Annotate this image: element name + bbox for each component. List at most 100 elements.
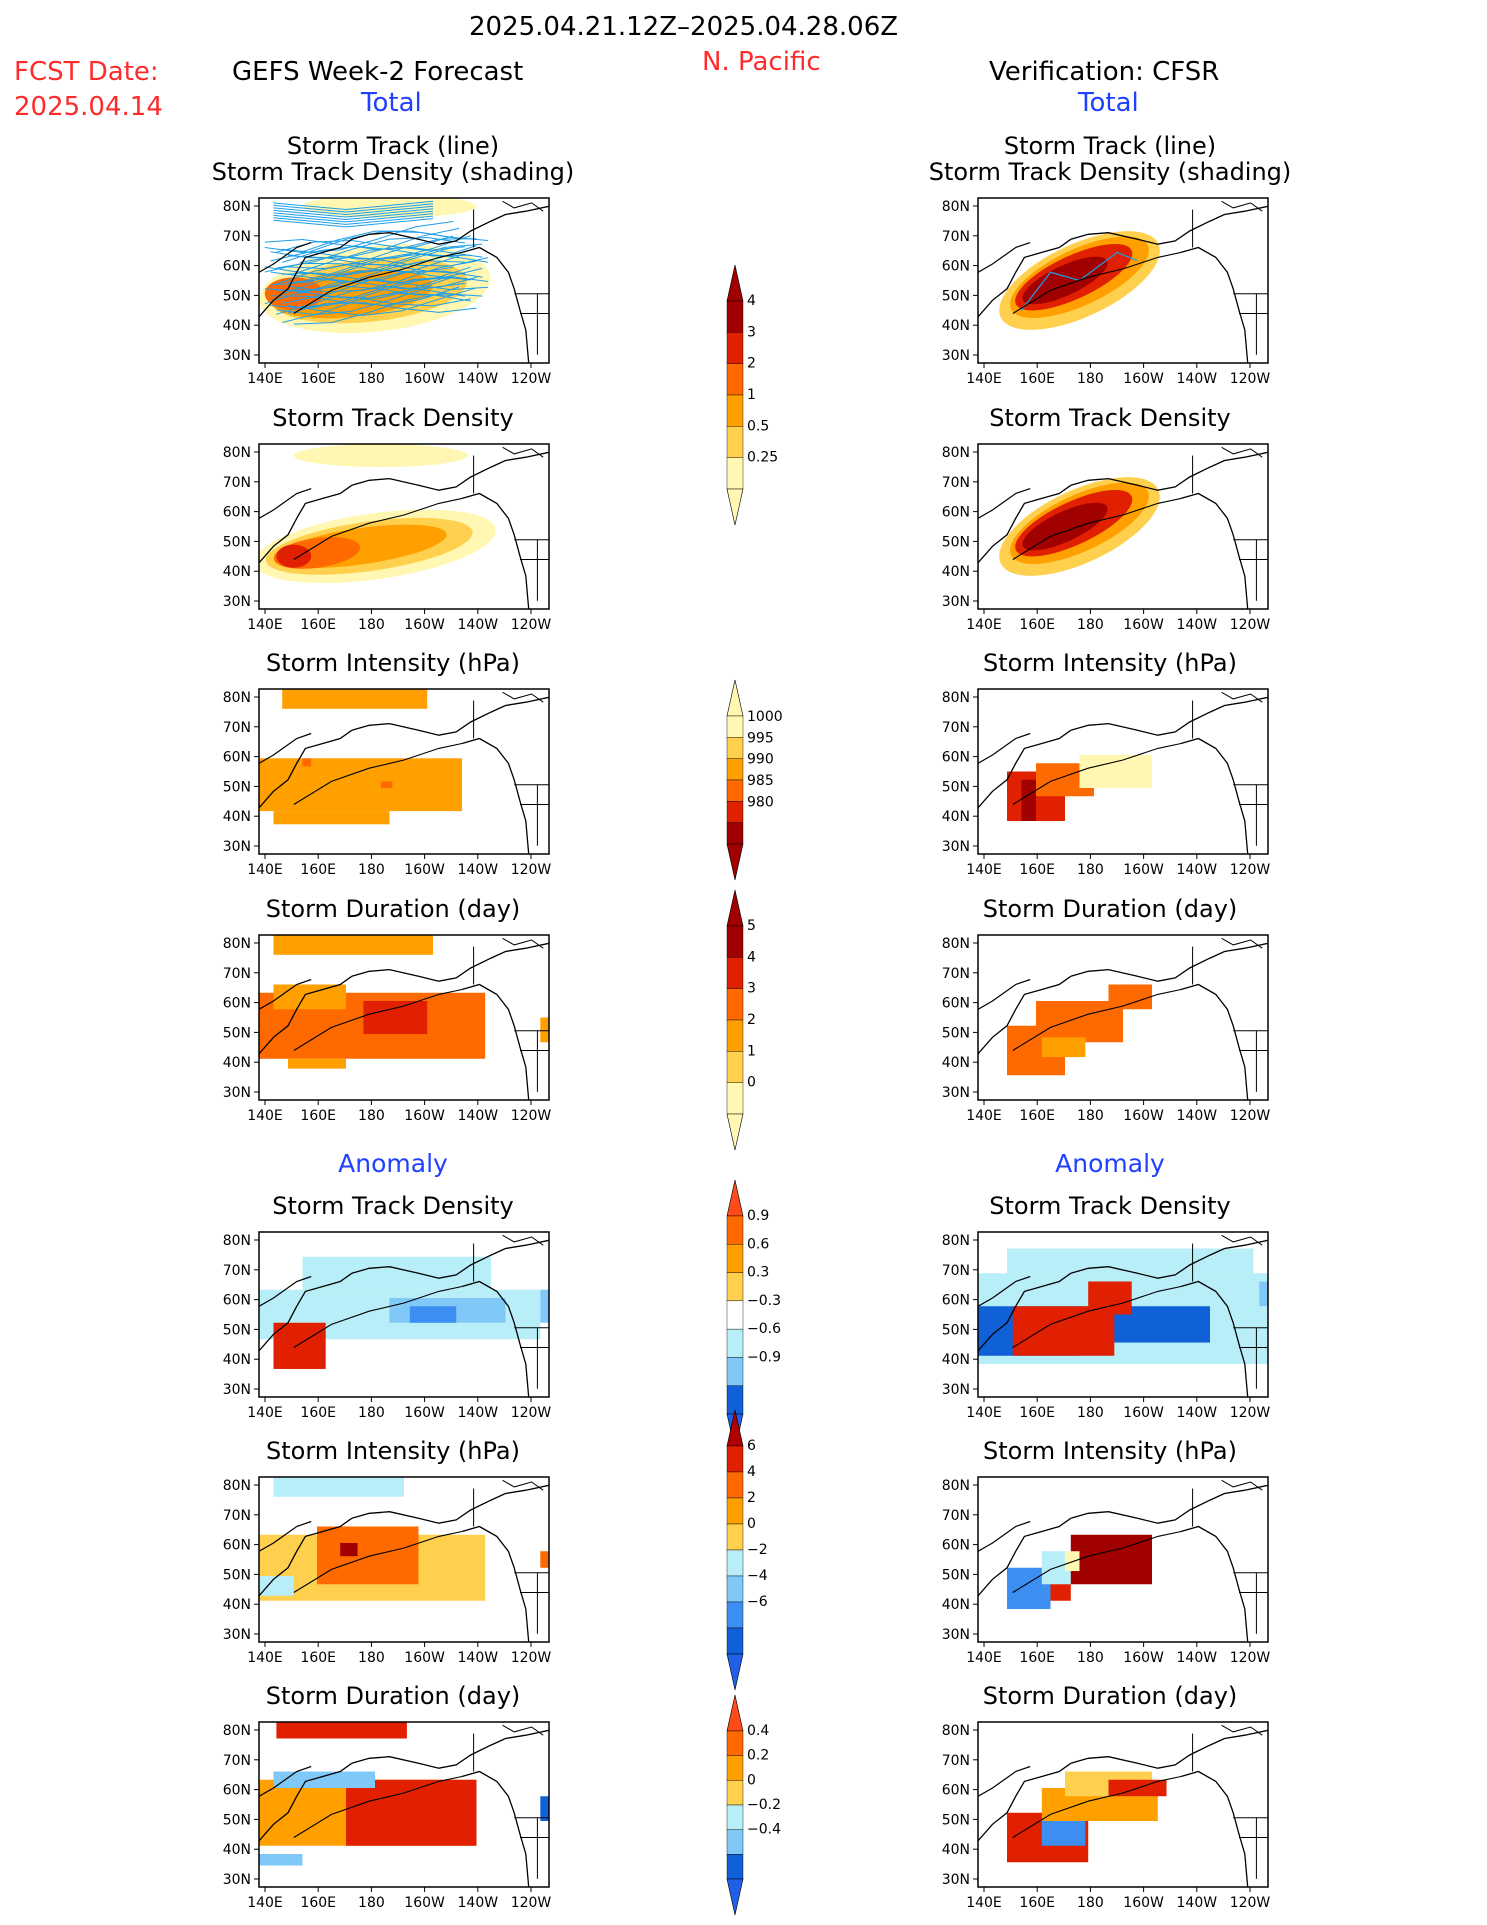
x-tick-label: 160W: [1123, 617, 1164, 633]
colorbar-segment: [726, 457, 744, 490]
coastline: [1180, 1770, 1249, 1887]
y-tick-label: 50N: [942, 1025, 970, 1041]
colorbar-tip-top: [726, 1694, 744, 1732]
y-tick-label: 60N: [223, 505, 251, 521]
coastline: [259, 1520, 312, 1552]
storm-track-line: [270, 255, 460, 283]
panel-title-track-line-left: Storm Track (line): [286, 132, 500, 160]
colorbar-segment: [726, 1051, 744, 1083]
shade-cell: [288, 1058, 346, 1069]
x-tick-label: 120W: [1230, 1108, 1271, 1124]
coastline: [502, 446, 544, 458]
x-tick-label: 160E: [300, 862, 336, 878]
y-tick-label: 30N: [942, 1872, 970, 1888]
colorbar-tip-bottom: [726, 1653, 744, 1691]
y-tick-label: 70N: [942, 1508, 970, 1524]
y-tick-label: 60N: [942, 259, 970, 275]
shade-cell: [540, 1017, 549, 1043]
y-tick-label: 80N: [942, 1478, 970, 1494]
shade-cell: [273, 1477, 404, 1497]
colorbar-label: −0.2: [747, 1797, 781, 1813]
coastline: [1221, 446, 1263, 458]
x-tick-label: 120W: [511, 1650, 552, 1666]
colorbar-label: 0.6: [747, 1236, 769, 1252]
y-tick-label: 30N: [223, 1872, 251, 1888]
aleutian-chain: [1012, 1775, 1182, 1838]
storm-track-line: [287, 287, 477, 316]
colorbar-tip-top: [726, 1179, 744, 1217]
map-frame: [977, 1721, 1269, 1888]
x-tick-label: 160E: [300, 1895, 336, 1911]
x-tick-label: 160W: [404, 371, 445, 387]
coastline: [1070, 942, 1268, 982]
panel-title-duration-right: Storm Duration (day): [982, 895, 1238, 923]
y-tick-label: 80N: [223, 1723, 251, 1739]
panel-title-duration-left: Storm Duration (day): [265, 895, 521, 923]
y-tick-label: 30N: [942, 839, 970, 855]
panel-title-anom-duration-right: Storm Duration (day): [982, 1682, 1238, 1710]
colorbar-label: 2: [747, 1490, 756, 1506]
colorbar-segment: [726, 1755, 744, 1781]
panel-title-track-shading-right: Storm Track Density (shading): [928, 158, 1292, 186]
colorbar-segment: [726, 801, 744, 823]
colorbar-segment: [726, 758, 744, 781]
map-frame: [977, 197, 1269, 364]
y-tick-label: 40N: [942, 1842, 970, 1858]
coastline: [1070, 1484, 1268, 1524]
coastline: [259, 1272, 353, 1352]
storm-track-line: [273, 205, 434, 216]
x-tick-label: 120W: [511, 1895, 552, 1911]
x-tick-label: 140W: [458, 617, 499, 633]
colorbar-label: 980: [747, 794, 774, 810]
coastline: [461, 1280, 530, 1397]
colorbar-label: 0: [747, 1075, 756, 1091]
y-tick-label: 30N: [223, 1382, 251, 1398]
colorbar-label: 4: [747, 949, 756, 965]
colorbar-label: 4: [747, 293, 756, 309]
shade-cell: [363, 1001, 428, 1034]
shade-cell: [317, 1526, 419, 1585]
y-tick-label: 60N: [223, 1538, 251, 1554]
colorbar-segment: [726, 1357, 744, 1386]
colorbar-segment: [726, 1575, 744, 1603]
colorbar-segment: [726, 332, 744, 364]
colorbar-label: 1: [747, 387, 756, 403]
map-frame: [258, 1721, 550, 1888]
storm-track-line: [264, 221, 454, 254]
panel-title-anom-duration-left: Storm Duration (day): [265, 1682, 521, 1710]
fcst-label: FCST Date:: [14, 57, 159, 87]
storm-track-line: [282, 292, 471, 323]
y-tick-label: 50N: [942, 534, 970, 550]
x-tick-label: 160W: [1123, 1405, 1164, 1421]
colorbar-segment: [726, 1471, 744, 1499]
colorbar-label: −2: [747, 1542, 768, 1558]
map-panel-verification-total-intensity: 80N 70N 60N 50N 40N 30N 140E 160E 180 160W 140W 120…: [942, 688, 1270, 878]
y-tick-label: 80N: [942, 199, 970, 215]
colorbar-label: 985: [747, 773, 774, 789]
map-frame: [977, 934, 1269, 1101]
y-tick-label: 60N: [942, 1293, 970, 1309]
map-panel-verification-total-duration: 80N 70N 60N 50N 40N 30N 140E 160E 180 160W 140W 120…: [942, 934, 1271, 1124]
panel-title-density-left: Storm Track Density: [272, 404, 514, 432]
coastline: [351, 1729, 549, 1769]
map-frame: [977, 1231, 1269, 1398]
y-tick-label: 40N: [223, 1842, 251, 1858]
x-tick-label: 160W: [1123, 1895, 1164, 1911]
shade-cell: [1021, 779, 1036, 821]
x-tick-label: 160E: [300, 1650, 336, 1666]
colorbar-tip-bottom: [726, 843, 744, 881]
y-tick-label: 50N: [942, 1812, 970, 1828]
coastline: [259, 238, 353, 318]
colorbar-segment: [726, 1601, 744, 1629]
x-tick-label: 180: [1077, 1650, 1104, 1666]
map-frame: [977, 688, 1269, 855]
y-tick-label: 40N: [942, 564, 970, 580]
x-tick-label: 140W: [458, 1650, 499, 1666]
x-tick-label: 180: [358, 1108, 385, 1124]
coastline: [978, 1520, 1031, 1552]
colorbar-label: 0.3: [747, 1265, 769, 1281]
x-tick-label: 140E: [966, 862, 1002, 878]
x-tick-label: 120W: [1230, 1405, 1271, 1421]
x-tick-label: 160E: [1019, 371, 1055, 387]
